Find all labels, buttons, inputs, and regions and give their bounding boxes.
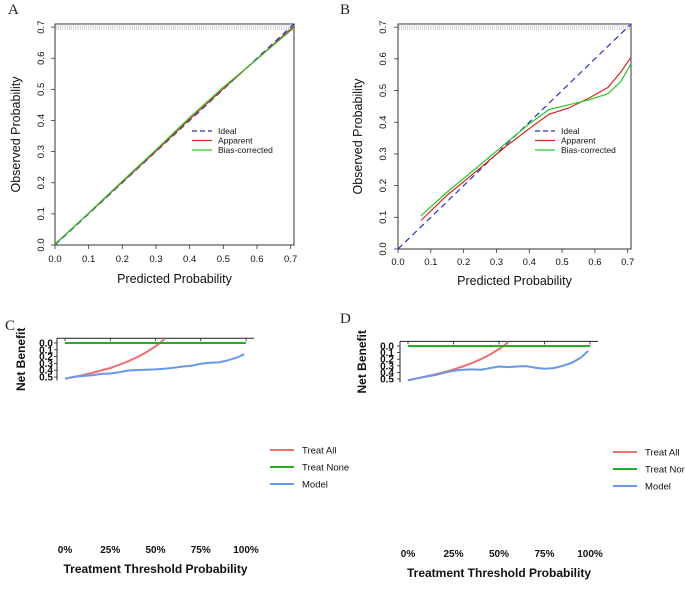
y-tick-label: 0.0 <box>378 242 389 255</box>
y-tick-label: 0.3 <box>36 145 47 158</box>
y-tick-label: 0.7 <box>378 21 389 34</box>
x-axis-title: Treatment Threshold Probability <box>63 562 247 576</box>
legend-label-treat-all: Treat All <box>302 446 337 457</box>
x-tick-label: 0.1 <box>82 254 95 265</box>
x-tick-label: 0% <box>401 549 416 560</box>
plot-frame <box>397 23 632 250</box>
y-tick-label: 0.0 <box>36 238 47 251</box>
x-tick-label: 0.3 <box>149 254 162 265</box>
x-tick-label: 0.3 <box>490 257 503 268</box>
y-tick-label: 0.1 <box>380 348 394 359</box>
legend-label-treat-all: Treat All <box>645 448 680 459</box>
x-tick-label: 0.6 <box>250 254 263 265</box>
y-tick-label: 0.4 <box>39 366 53 377</box>
plot-frame <box>54 23 295 246</box>
y-tick-label: 0.3 <box>378 147 389 160</box>
y-tick-label: 0.0 <box>380 342 394 353</box>
x-tick-label: 0.1 <box>424 257 437 268</box>
y-tick-label: 0.5 <box>378 84 389 97</box>
y-tick-label: 0.4 <box>380 368 394 379</box>
y-tick-label: 0.7 <box>36 21 47 34</box>
x-tick-label: 75% <box>191 545 211 556</box>
y-tick-label: 0.6 <box>36 52 47 65</box>
y-axis-title: Net Benefit <box>355 330 369 393</box>
y-tick-label: 0.2 <box>378 179 389 192</box>
calibration-plot-a: A 0.0 0.1 0.2 0.3 0.4 0.5 0.6 0.7 0.0 0.1 0.2 0.3 0.4… <box>8 2 297 286</box>
y-tick-label: 0.1 <box>36 207 47 220</box>
x-tick-label: 0.7 <box>621 257 634 268</box>
x-tick-label: 100% <box>233 545 259 556</box>
x-axis-title: Predicted Probability <box>457 274 572 288</box>
x-tick-label: 0% <box>58 545 73 556</box>
series-line-bias-corrected <box>420 63 632 217</box>
y-tick-label: 0.5 <box>39 373 53 384</box>
legend-label-apparent: Apparent <box>218 136 253 146</box>
series-line-model <box>64 353 245 380</box>
series-line-treat-all <box>407 341 509 382</box>
x-axis-title: Treatment Threshold Probability <box>407 566 591 580</box>
series-line-model <box>407 350 589 382</box>
y-tick-label: 0.0 <box>39 339 53 350</box>
x-tick-label: 0.2 <box>457 257 470 268</box>
y-axis-title: Observed Probability <box>9 76 23 193</box>
y-tick-label: 0.3 <box>39 359 53 370</box>
y-tick-label: 0.2 <box>39 352 53 363</box>
x-tick-label: 0.5 <box>555 257 568 268</box>
y-tick-label: 0.1 <box>39 345 53 356</box>
y-tick-label: 0.6 <box>378 52 389 65</box>
decision-curve-c: C 0% 25% 50% 75% 100% 0.00.10.20.30.40.5 Treatm… <box>5 318 349 576</box>
y-tick-label: 0.2 <box>380 355 394 366</box>
x-tick-label: 0.6 <box>588 257 601 268</box>
legend-label-ideal: Ideal <box>561 126 580 136</box>
x-tick-label: 0.0 <box>48 254 61 265</box>
x-tick-label: 0.5 <box>217 254 230 265</box>
y-tick-label: 0.4 <box>36 114 47 127</box>
series-line-bias-corrected <box>54 27 295 245</box>
series-line-apparent <box>420 56 632 221</box>
x-tick-label: 25% <box>100 545 120 556</box>
x-tick-label: 50% <box>145 545 165 556</box>
rug-marks <box>56 24 293 30</box>
y-axis-title: Observed Probability <box>351 78 365 195</box>
x-tick-label: 0.0 <box>391 257 404 268</box>
legend-label-treat-none: Treat None <box>645 465 685 476</box>
x-tick-label: 75% <box>534 549 554 560</box>
y-tick-label: 0.1 <box>378 211 389 224</box>
y-tick-label: 0.2 <box>36 176 47 189</box>
calibration-plot-b: B 0.0 0.1 0.2 0.3 0.4 0.5 0.6 0.7 0.0 0.1 0.2 0.3 0.4… <box>340 2 634 288</box>
y-tick-label: 0.5 <box>380 375 394 386</box>
panel-letter: D <box>340 311 351 327</box>
x-axis-title: Predicted Probability <box>117 272 232 286</box>
y-tick-label: 0.3 <box>380 361 394 372</box>
x-tick-label: 0.4 <box>523 257 536 268</box>
x-tick-label: 25% <box>443 549 463 560</box>
x-tick-label: 100% <box>577 549 603 560</box>
y-tick-label: 0.5 <box>36 83 47 96</box>
y-axis-title: Net Benefit <box>14 328 28 391</box>
legend-label-bias-corrected: Bias-corrected <box>561 145 616 155</box>
panel-letter: C <box>5 318 15 334</box>
x-tick-label: 0.2 <box>116 254 129 265</box>
panel-letter: A <box>8 2 19 18</box>
panel-letter: B <box>340 2 350 18</box>
legend-label-apparent: Apparent <box>561 136 596 146</box>
rug-marks <box>399 24 630 30</box>
y-tick-label: 0.4 <box>378 116 389 129</box>
x-tick-label: 50% <box>489 549 509 560</box>
legend-label-model: Model <box>302 480 328 491</box>
legend-label-ideal: Ideal <box>218 126 237 136</box>
legend-label-model: Model <box>645 482 671 493</box>
x-tick-label: 0.7 <box>284 254 297 265</box>
x-tick-label: 0.4 <box>183 254 196 265</box>
legend-label-treat-none: Treat None <box>302 463 349 474</box>
legend-label-bias-corrected: Bias-corrected <box>218 145 273 155</box>
decision-curve-d: D 0% 25% 50% 75% 100% 0.00.10.20.30.40.5 Treatm… <box>340 311 685 580</box>
